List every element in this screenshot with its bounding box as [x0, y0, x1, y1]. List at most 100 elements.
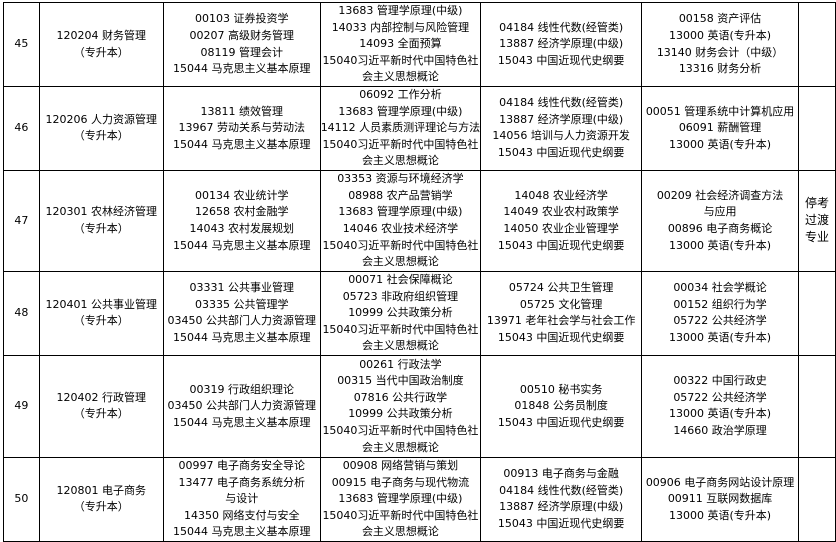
course-line: 15044 马克思主义基本原理 — [172, 525, 311, 539]
course-line: 01848 公务员制度 — [514, 399, 608, 413]
table-row: 50 120801 电子商务 （专升本） 00997 电子商务安全导论 13477 电子… — [3, 456, 836, 542]
note-cell — [798, 2, 836, 87]
major-cell: 120401 公共事业管理 （专升本） — [38, 270, 164, 356]
courses-cell-4: 00209 社会经济调查方法 与应用 00896 电子商务概论 13000 英语(专升… — [641, 169, 800, 272]
course-line: 15040习近平新时代中国特色社 — [322, 137, 479, 151]
course-line: 06091 薪酬管理 — [678, 121, 762, 135]
major-cell: 120206 人力资源管理 （专升本） — [38, 86, 164, 171]
course-line: 03450 公共部门人力资源管理 — [167, 399, 316, 413]
major-line: （专升本） — [73, 407, 129, 421]
course-line: 00896 电子商务概论 — [667, 221, 773, 235]
row-number-cell: 49 — [3, 354, 40, 458]
course-line: 13000 英语(专升本) — [669, 238, 772, 252]
course-line: 13683 管理学原理(中级) — [338, 4, 463, 18]
table-row: 47 120301 农林经济管理 （专升本） 00134 农业统计学 12658 农村金… — [3, 169, 836, 272]
note-cell — [798, 86, 836, 171]
courses-cell-2: 00071 社会保障概论 05723 非政府组织管理 10999 公共政策分析 150… — [319, 270, 482, 356]
major-line: （专升本） — [73, 500, 129, 514]
course-line: 14043 农村发展规划 — [189, 221, 294, 235]
major-cell: 120801 电子商务 （专升本） — [38, 456, 164, 542]
course-line: 13477 电子商务系统分析 — [178, 475, 305, 489]
course-line: 13000 英语(专升本) — [669, 407, 772, 421]
course-line: 15040习近平新时代中国特色社 — [322, 238, 479, 252]
course-line: 15044 马克思主义基本原理 — [172, 137, 311, 151]
course-line: 06092 工作分析 — [359, 88, 442, 101]
course-line: 13887 经济学原理(中级) — [499, 500, 624, 514]
courses-cell-3: 04184 线性代数(经管类) 13887 经济学原理(中级) 14056 培训与人… — [480, 86, 643, 171]
course-line: 14049 农业农村政策学 — [503, 205, 619, 219]
course-line: 15044 马克思主义基本原理 — [172, 331, 311, 345]
courses-cell-3: 14048 农业经济学 14049 农业农村政策学 14050 农业企业管理学 150… — [480, 169, 643, 272]
course-line: 13971 老年社会学与社会工作 — [486, 314, 636, 328]
course-line: 00261 行政法学 — [359, 357, 442, 371]
course-line: 会主义思想概论 — [361, 70, 439, 84]
course-line: 15040习近平新时代中国特色社 — [322, 322, 479, 336]
course-line: 14048 农业经济学 — [514, 188, 608, 202]
row-number-cell: 47 — [3, 169, 40, 272]
course-line: 04184 线性代数(经管类) — [499, 483, 624, 497]
note-line: 专业 — [805, 230, 830, 245]
row-number-cell: 46 — [3, 86, 40, 171]
course-line: 00207 高级财务管理 — [189, 28, 294, 42]
course-line: 13967 劳动关系与劳动法 — [178, 121, 305, 135]
course-line: 00209 社会经济调查方法 — [656, 188, 784, 202]
course-line: 14093 全面预算 — [359, 37, 442, 51]
course-line: 13683 管理学原理(中级) — [338, 104, 463, 118]
major-line: 120204 财务管理 — [56, 28, 147, 42]
courses-cell-3: 05724 公共卫生管理 05725 文化管理 13971 老年社会学与社会工作 15… — [480, 270, 643, 356]
course-line: 03353 资源与环境经济学 — [337, 172, 464, 186]
courses-cell-4: 00051 管理系统中计算机应用 06091 薪酬管理 13000 英语(专升本) — [641, 86, 800, 171]
course-line: 与应用 — [703, 205, 737, 219]
course-line: 14050 农业企业管理学 — [503, 221, 619, 235]
course-line: 00906 电子商务网站设计原理 — [645, 475, 795, 489]
note-cell — [798, 456, 836, 542]
course-line: 与设计 — [225, 492, 259, 506]
course-line: 13887 经济学原理(中级) — [499, 112, 624, 126]
course-line: 13811 绩效管理 — [200, 104, 283, 118]
course-line: 00913 电子商务与金融 — [503, 467, 619, 481]
course-line: 15043 中国近现代史纲要 — [497, 238, 625, 252]
courses-cell-1: 00319 行政组织理论 03450 公共部门人力资源管理 15044 马克思主义基… — [162, 354, 321, 458]
course-line: 00034 社会学概论 — [673, 281, 767, 295]
major-line: 120801 电子商务 — [56, 483, 147, 497]
course-line: 15044 马克思主义基本原理 — [172, 62, 311, 76]
note-cell: 停考 过渡 专业 — [798, 169, 836, 272]
course-line: 00319 行政组织理论 — [189, 382, 294, 396]
course-line: 13000 英语(专升本) — [669, 137, 772, 151]
table-row: 48 120401 公共事业管理 （专升本） 03331 公共事业管理 03335 公共… — [3, 270, 836, 356]
course-line: 12658 农村金融学 — [194, 205, 289, 219]
course-line: 15044 马克思主义基本原理 — [172, 238, 311, 252]
course-line: 00103 证券投资学 — [194, 12, 289, 26]
course-line: 08988 农产品营销学 — [348, 188, 453, 202]
course-line: 15043 中国近现代史纲要 — [497, 146, 625, 160]
course-line: 00158 资产评估 — [678, 12, 762, 26]
course-line: 13683 管理学原理(中级) — [338, 492, 463, 506]
major-cell: 120204 财务管理 （专升本） — [38, 2, 164, 87]
course-line: 05722 公共经济学 — [673, 314, 767, 328]
course-line: 04184 线性代数(经管类) — [499, 20, 624, 34]
row-number-cell: 48 — [3, 270, 40, 356]
course-line: 13140 财务会计（中级） — [656, 45, 784, 59]
course-line: 13000 英语(专升本) — [669, 508, 772, 522]
course-line: 03331 公共事业管理 — [189, 281, 294, 295]
major-line: （专升本） — [73, 45, 129, 59]
course-line: 00152 组织行为学 — [673, 297, 767, 311]
courses-cell-1: 13811 绩效管理 13967 劳动关系与劳动法 15044 马克思主义基本原理 — [162, 86, 321, 171]
course-line: 03335 公共管理学 — [194, 297, 289, 311]
course-line: 会主义思想概论 — [361, 255, 439, 269]
courses-cell-1: 00997 电子商务安全导论 13477 电子商务系统分析 与设计 14350 网络支… — [162, 456, 321, 542]
exam-schedule-table: 45 120204 财务管理 （专升本） 00103 证券投资学 00207 高级财务管… — [3, 2, 836, 542]
course-line: 14046 农业技术经济学 — [342, 221, 459, 235]
course-line: 15043 中国近现代史纲要 — [497, 53, 625, 67]
course-line: 04184 线性代数(经管类) — [499, 96, 624, 110]
courses-cell-1: 00103 证券投资学 00207 高级财务管理 08119 管理会计 15044 马… — [162, 2, 321, 87]
table-row: 45 120204 财务管理 （专升本） 00103 证券投资学 00207 高级财务管… — [3, 2, 836, 87]
courses-cell-2: 00908 网络营销与策划 00915 电子商务与现代物流 13683 管理学原理(… — [319, 456, 482, 542]
course-line: 00315 当代中国政治制度 — [337, 374, 464, 388]
note-line: 停考 — [805, 196, 830, 211]
course-line: 15043 中国近现代史纲要 — [497, 331, 625, 345]
course-line: 13683 管理学原理(中级) — [338, 205, 463, 219]
courses-cell-1: 03331 公共事业管理 03335 公共管理学 03450 公共部门人力资源管理 1… — [162, 270, 321, 356]
course-line: 会主义思想概论 — [361, 525, 439, 539]
course-line: 00915 电子商务与现代物流 — [331, 475, 470, 489]
